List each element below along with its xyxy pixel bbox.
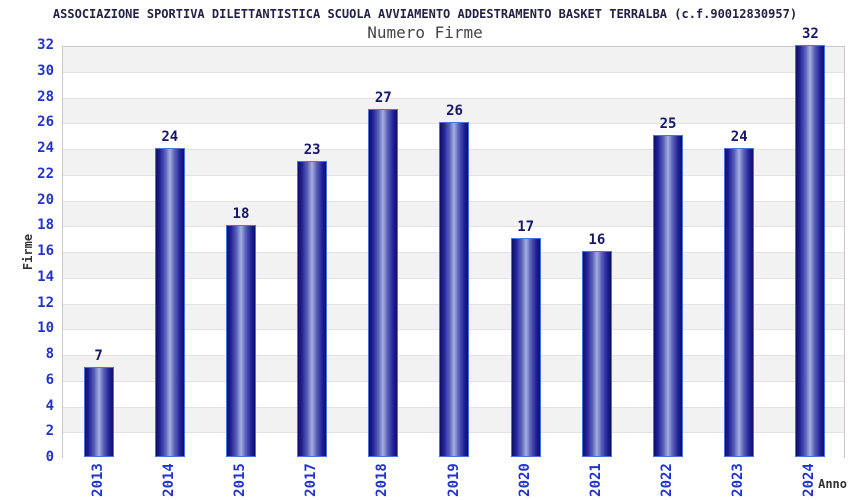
- x-axis-title: Anno: [818, 477, 847, 491]
- gridline: [63, 97, 844, 99]
- x-tick-label-2018: 2018: [374, 463, 391, 497]
- bar-2017: [297, 160, 328, 457]
- x-tick-label-2014: 2014: [160, 463, 177, 497]
- y-tick-label: 18: [37, 217, 54, 234]
- bar-2019: [439, 122, 470, 457]
- y-tick-label: 6: [45, 371, 54, 388]
- y-tick-label: 20: [37, 191, 54, 208]
- y-tick-label: 16: [37, 243, 54, 259]
- bar-value-label: 16: [588, 232, 606, 248]
- x-tick-label-2020: 2020: [516, 463, 533, 497]
- bar-value-label: 26: [446, 103, 463, 120]
- bar-slot: 18: [205, 47, 276, 457]
- x-tick-label-2013: 2013: [89, 463, 106, 497]
- grid-band: [63, 72, 844, 99]
- x-tick-label-2022: 2022: [659, 463, 676, 497]
- bar-value-label: 18: [232, 206, 250, 223]
- grid-band: [63, 98, 844, 125]
- bar-slot: 16: [561, 47, 632, 457]
- y-tick-label: 30: [37, 62, 54, 79]
- bar-slot: 32: [775, 27, 846, 457]
- y-tick-label: 24: [37, 140, 54, 156]
- chart-subtitle: Numero Firme: [367, 23, 483, 42]
- bar-value-label: 23: [303, 141, 321, 158]
- bar-slot: 17: [490, 47, 561, 457]
- y-tick-label: 26: [37, 114, 54, 131]
- bar-2024: [795, 45, 826, 457]
- y-tick-label: 14: [37, 268, 54, 285]
- bar-slot: 24: [704, 47, 775, 457]
- bar-2018: [368, 109, 399, 457]
- x-tick-label-2017: 2017: [303, 463, 320, 497]
- bar-slot: 26: [419, 47, 490, 457]
- bar-slot: 7: [63, 47, 134, 457]
- y-tick-label: 0: [45, 449, 54, 465]
- chart-title: ASSOCIAZIONE SPORTIVA DILETTANTISTICA SC…: [52, 7, 798, 21]
- bar-value-label: 24: [161, 129, 179, 145]
- bar-2023: [724, 148, 755, 457]
- bar-2014: [154, 148, 185, 457]
- x-tick-label-2019: 2019: [445, 463, 462, 497]
- bar-2022: [653, 135, 684, 457]
- y-tick-label: 32: [37, 37, 54, 53]
- plot-area: 7 24 18 23 27 26 17 16 25 24 32: [62, 27, 846, 459]
- y-tick-label: 28: [37, 88, 54, 105]
- bar-value-label: 32: [801, 26, 819, 42]
- y-tick-label: 12: [37, 294, 54, 311]
- y-tick-label: 4: [45, 397, 54, 414]
- y-tick-label: 2: [45, 423, 54, 440]
- bar-value-label: 17: [517, 219, 535, 236]
- bar-value-label: 27: [374, 90, 392, 107]
- bar-slot: 23: [277, 47, 348, 457]
- bar-2021: [581, 251, 612, 457]
- bar-2013: [83, 366, 114, 457]
- y-tick-label: 22: [37, 165, 54, 182]
- bar-slot: 25: [632, 47, 703, 457]
- x-tick-label-2021: 2021: [587, 463, 604, 497]
- bar-slot: 27: [348, 47, 419, 457]
- bar-value-label: 24: [730, 129, 748, 145]
- x-tick-label-2015: 2015: [231, 463, 248, 497]
- y-tick-label: 10: [37, 320, 54, 337]
- bar-value-label: 7: [94, 347, 103, 364]
- x-tick-label-2023: 2023: [730, 463, 747, 497]
- x-tick-label-2024: 2024: [801, 463, 818, 497]
- bar-2015: [225, 225, 256, 457]
- y-tick-label: 8: [45, 346, 54, 362]
- bar-slot: 24: [134, 47, 205, 457]
- grid-band: [63, 47, 844, 73]
- gridline: [63, 71, 844, 73]
- bar-2020: [510, 238, 541, 457]
- bar-value-label: 25: [659, 116, 677, 133]
